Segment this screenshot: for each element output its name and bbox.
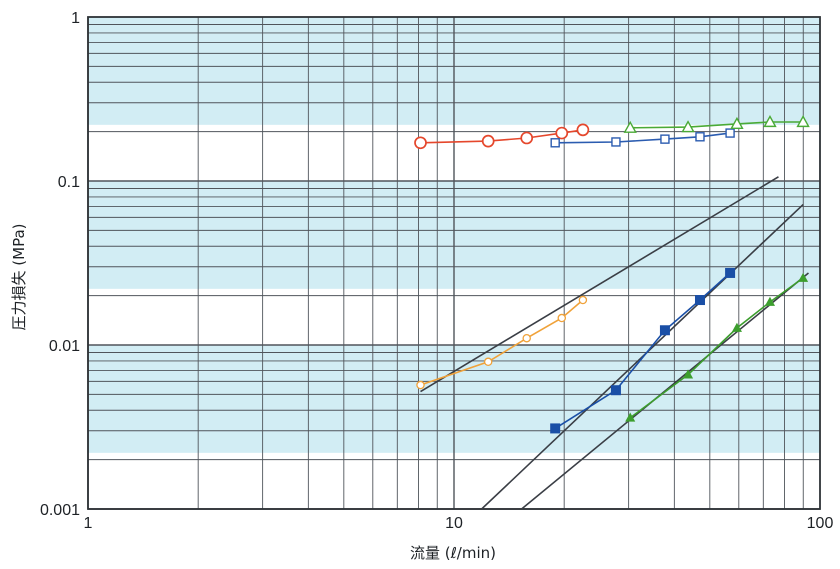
data-point-series-5-4	[798, 272, 809, 282]
data-point-series-3-0	[416, 380, 425, 390]
data-point-series-3-3	[557, 313, 567, 323]
y-tick-label: 0.01	[49, 338, 80, 355]
plot-frame	[87, 16, 821, 510]
data-point-series-0-4	[576, 123, 590, 137]
reference-line-0	[420, 176, 779, 393]
data-point-series-0-1	[481, 134, 495, 148]
y-axis-label: 圧力損失 (MPa)	[10, 224, 28, 331]
data-point-series-1-3	[695, 132, 705, 142]
data-point-series-2-4	[796, 115, 810, 128]
y-tick-label: 1	[71, 10, 80, 27]
tick-labels: 1 10 100 1 0.1 0.01 0.001	[40, 10, 833, 532]
data-point-series-3-4	[578, 295, 588, 305]
data-point-series-5-1	[683, 369, 694, 379]
data-point-series-1-0	[550, 138, 560, 148]
data-point-series-3-1	[483, 357, 493, 367]
data-point-series-1-2	[660, 134, 670, 144]
data-point-series-2-2	[730, 116, 744, 129]
data-point-series-2-3	[763, 115, 777, 128]
data-point-series-0-3	[555, 126, 569, 140]
data-point-series-4-0	[550, 423, 561, 434]
gridlines	[87, 17, 820, 510]
data-series	[414, 115, 810, 434]
x-axis-label: 流量 (ℓ/min)	[410, 544, 496, 562]
y-tick-label: 0.001	[40, 502, 80, 519]
plot-frame-group	[87, 16, 821, 510]
data-point-series-5-2	[731, 322, 742, 332]
x-tick-label: 10	[445, 515, 463, 532]
y-tick-label: 0.1	[58, 174, 80, 191]
x-tick-label: 1	[84, 515, 93, 532]
data-point-series-1-1	[611, 137, 621, 147]
data-point-series-5-0	[625, 412, 636, 422]
data-point-series-4-3	[694, 295, 705, 306]
data-point-series-0-2	[520, 131, 534, 145]
data-point-series-1-4	[725, 128, 735, 138]
data-point-series-4-4	[725, 267, 736, 278]
data-point-series-4-1	[610, 385, 621, 396]
data-point-series-5-3	[764, 296, 776, 306]
x-tick-label: 100	[807, 515, 834, 532]
data-point-series-4-2	[659, 325, 670, 336]
data-point-series-2-0	[623, 120, 637, 133]
data-point-series-3-2	[522, 333, 531, 343]
data-point-series-2-1	[681, 120, 695, 133]
data-point-series-0-0	[414, 136, 427, 150]
